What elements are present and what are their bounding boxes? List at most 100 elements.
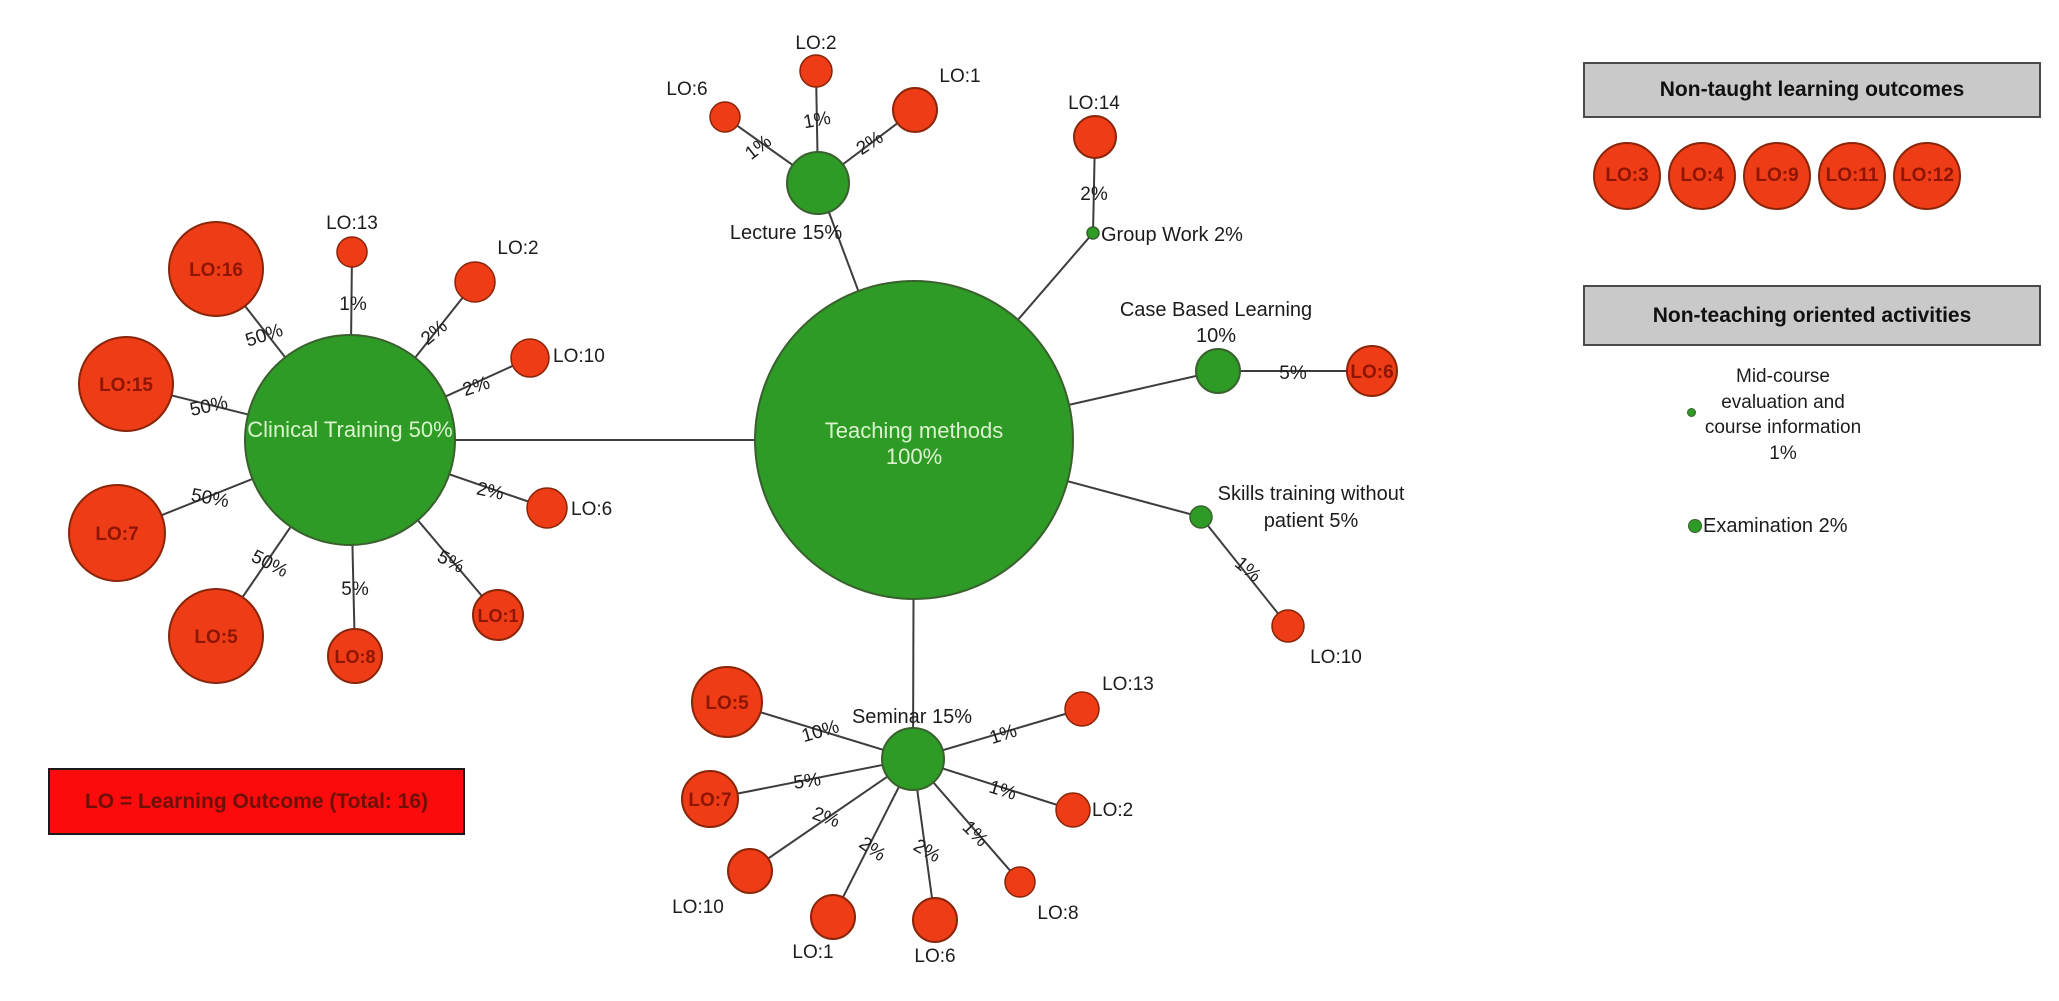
label-cbl: Case Based Learning [1120, 299, 1312, 321]
label-cl_lo13: LO:13 [326, 213, 378, 234]
edge-label-lecture-lec_lo6: 1% [741, 131, 776, 165]
node-sem_lo8 [1004, 866, 1036, 898]
edge-label-clinical-cl_lo8: 5% [341, 579, 369, 600]
label-sk_lo10: LO:10 [1310, 647, 1362, 668]
label-lec_lo6: LO:6 [666, 79, 707, 100]
label-groupwork: Group Work 2% [1101, 224, 1243, 246]
edge-label-clinical-cl_lo7: 50% [189, 485, 230, 512]
edge-label-seminar-sem_lo6: 2% [910, 835, 944, 867]
midcourse-line: evaluation and [1721, 391, 1845, 413]
label-skills: patient 5% [1264, 510, 1359, 532]
node-cbl [1195, 348, 1241, 394]
node-lecture [786, 151, 850, 215]
edge-label-seminar-sem_lo7: 5% [792, 769, 822, 794]
label-cl_lo7: LO:7 [95, 524, 138, 545]
node-sem_lo10 [727, 848, 773, 894]
edge-label-clinical-cl_lo5: 50% [248, 546, 292, 582]
edge-label-clinical-cl_lo6: 2% [475, 478, 506, 504]
node-lec_lo6 [709, 101, 741, 133]
node-sem_lo2 [1055, 792, 1091, 828]
legend-title-non-taught: Non-taught learning outcomes [1583, 62, 2041, 118]
node-cl_lo10 [510, 338, 550, 378]
node-gw_lo14 [1073, 115, 1117, 159]
edge-label-cbl-cbl_lo6: 5% [1279, 363, 1307, 384]
node-cl_lo1 [472, 589, 524, 641]
examination-dot-icon [1688, 519, 1702, 533]
node-clinical [244, 334, 456, 546]
edge-label-seminar-sem_lo5: 10% [799, 716, 841, 747]
midcourse-dot-icon [1687, 408, 1696, 417]
node-cbl_lo6 [1346, 345, 1398, 397]
edge-label-lecture-lec_lo2: 1% [802, 108, 833, 133]
node-cl_lo2 [454, 261, 496, 303]
node-teaching [754, 280, 1074, 600]
edge-label-seminar-sem_lo1: 2% [855, 833, 890, 866]
label-sem_lo2: LO:2 [1092, 800, 1133, 821]
label-cl_lo15: LO:15 [99, 375, 153, 396]
legend-title-non-taught-text: Non-taught learning outcomes [1659, 78, 1965, 101]
label-sem_lo1: LO:1 [792, 942, 833, 963]
edge-label-clinical-cl_lo13: 1% [339, 294, 367, 315]
node-sem_lo1 [810, 894, 856, 940]
node-sk_lo10 [1271, 609, 1305, 643]
edge-seminar-sem_lo7 [709, 758, 914, 800]
node-sem_lo5 [691, 666, 763, 738]
node-cl_lo13 [336, 236, 368, 268]
legend-outcome-circle: LO:12 [1893, 142, 1961, 210]
label-sem_lo10: LO:10 [672, 897, 724, 918]
edge-label-seminar-sem_lo10: 2% [809, 803, 842, 832]
legend-outcome-circle: LO:11 [1818, 142, 1886, 210]
label-cbl_lo6: LO:6 [1350, 362, 1393, 383]
legend-title-activities: Non-teaching oriented activities [1583, 285, 2041, 346]
node-cl_lo16 [168, 221, 264, 317]
node-sem_lo6 [912, 897, 958, 943]
node-lec_lo1 [892, 87, 938, 133]
label-lec_lo1: LO:1 [939, 66, 980, 87]
legend-title-activities-text: Non-teaching oriented activities [1652, 303, 1972, 327]
label-sem_lo13: LO:13 [1102, 674, 1154, 695]
node-cl_lo7 [68, 484, 166, 582]
node-cl_lo6 [526, 487, 568, 529]
edge-label-clinical-cl_lo15: 50% [188, 392, 230, 420]
label-cbl: 10% [1196, 325, 1236, 347]
node-groupwork [1086, 226, 1100, 240]
label-cl_lo5: LO:5 [194, 627, 238, 648]
node-lec_lo2 [799, 54, 833, 88]
label-cl_lo2: LO:2 [497, 238, 538, 259]
edge-label-seminar-sem_lo2: 1% [986, 777, 1019, 805]
label-seminar: Seminar 15% [852, 706, 972, 728]
node-seminar [881, 727, 945, 791]
legend-outcome-circle: LO:4 [1668, 142, 1736, 210]
examination-entry: Examination 2% [1703, 515, 1848, 537]
midcourse-entry: Mid-course evaluation and course informa… [1690, 364, 1876, 466]
label-teaching: Teaching methods [825, 418, 1004, 443]
midcourse-line: Mid-course [1736, 366, 1830, 387]
node-cl_lo8 [327, 628, 383, 684]
label-cl_lo8: LO:8 [334, 647, 375, 667]
label-sem_lo6: LO:6 [914, 946, 955, 967]
node-cl_lo5 [168, 588, 264, 684]
label-teaching: 100% [886, 444, 942, 469]
lo-note-text: LO = Learning Outcome (Total: 16) [84, 789, 429, 813]
edge-label-clinical-cl_lo2: 2% [417, 316, 452, 350]
legend-outcome-circle: LO:3 [1593, 142, 1661, 210]
label-clinical: Clinical Training 50% [247, 417, 452, 442]
label-sem_lo7: LO:7 [688, 790, 731, 811]
edge-label-skills-sk_lo10: 1% [1230, 553, 1265, 587]
label-skills: Skills training without [1218, 483, 1405, 505]
label-cl_lo6: LO:6 [571, 499, 612, 520]
label-gw_lo14: LO:14 [1068, 93, 1120, 114]
node-skills [1189, 505, 1213, 529]
label-lecture: Lecture 15% [730, 222, 843, 244]
node-cl_lo15 [78, 336, 174, 432]
lo-note-box: LO = Learning Outcome (Total: 16) [48, 768, 465, 835]
label-sem_lo8: LO:8 [1037, 903, 1078, 924]
edge-label-groupwork-gw_lo14: 2% [1080, 184, 1108, 205]
edge-label-lecture-lec_lo1: 2% [853, 127, 888, 160]
node-sem_lo7 [681, 770, 739, 828]
label-cl_lo1: LO:1 [477, 606, 518, 626]
label-cl_lo16: LO:16 [189, 260, 243, 281]
midcourse-line: course information [1704, 417, 1862, 438]
